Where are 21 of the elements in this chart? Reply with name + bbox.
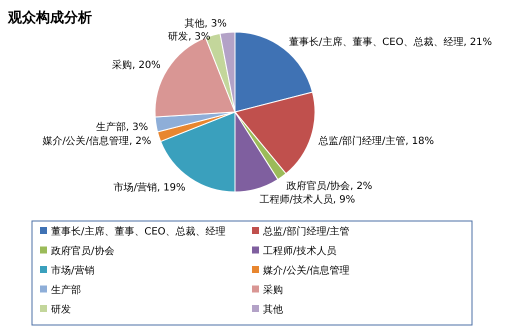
legend-label: 政府官员/协会: [51, 245, 114, 257]
legend-label: 生产部: [51, 284, 81, 296]
data-label: 工程师/技术人员, 9%: [260, 193, 356, 206]
legend-label: 采购: [263, 284, 283, 296]
data-label: 其他, 3%: [184, 17, 227, 30]
data-label: 研发, 3%: [168, 31, 210, 42]
legend-label: 总监/部门经理/主管: [262, 226, 350, 238]
chart-title: 观众构成分析: [7, 10, 92, 26]
legend-label: 其他: [263, 304, 283, 316]
legend-label: 董事长/主席、董事、CEO、总裁、经理: [51, 226, 226, 238]
legend-label: 媒介/公关/信息管理: [263, 264, 350, 276]
data-label: 市场/营销, 19%: [114, 181, 186, 194]
data-label: 媒介/公关/信息管理, 2%: [42, 134, 152, 147]
legend-label: 市场/营销: [51, 264, 94, 276]
data-label: 政府官员/协会, 2%: [286, 180, 372, 192]
legend-label: 工程师/技术人员: [263, 245, 336, 257]
data-label: 总监/部门经理/主管, 18%: [318, 134, 434, 147]
data-label: 董事长/主席、董事、CEO、总裁、经理, 21%: [288, 36, 492, 48]
data-label: 采购, 20%: [112, 58, 161, 71]
data-label: 生产部, 3%: [96, 121, 148, 134]
legend-label: 研发: [51, 304, 71, 316]
